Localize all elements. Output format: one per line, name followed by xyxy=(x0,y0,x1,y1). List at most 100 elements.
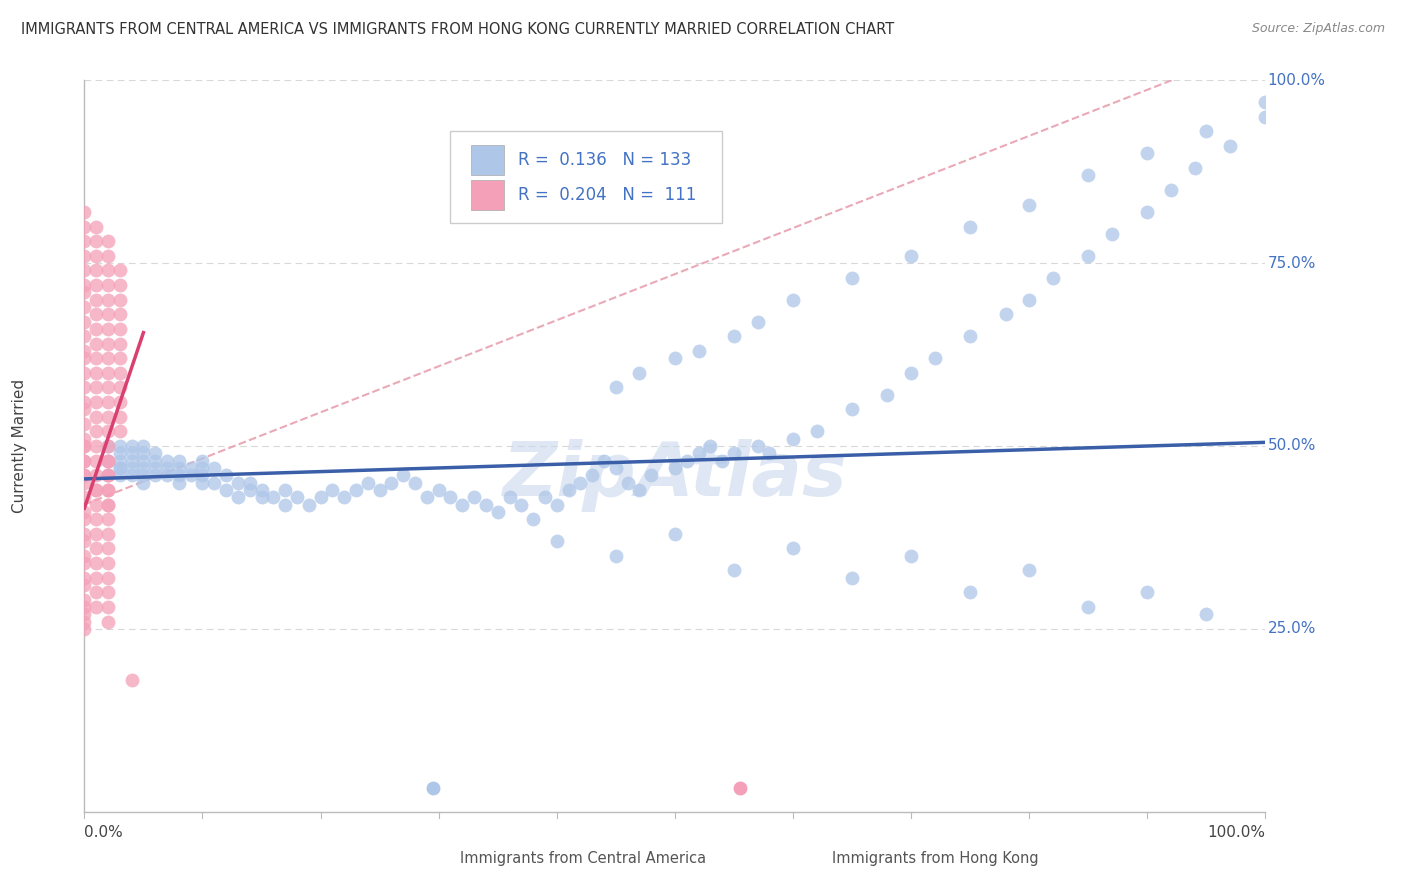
Point xyxy=(156,461,179,475)
Point xyxy=(1195,124,1218,138)
Point xyxy=(924,351,946,366)
Point xyxy=(486,505,509,519)
Point xyxy=(84,351,107,366)
Point xyxy=(73,278,96,293)
Point xyxy=(1195,607,1218,622)
Point xyxy=(628,366,651,380)
Point xyxy=(1254,110,1277,124)
Point xyxy=(97,395,120,409)
Point xyxy=(73,468,96,483)
Point xyxy=(1160,183,1182,197)
Point xyxy=(97,556,120,570)
Point xyxy=(108,409,131,424)
Point xyxy=(1077,249,1099,263)
Point xyxy=(250,483,273,497)
Point xyxy=(73,534,96,549)
Point xyxy=(143,453,166,467)
Text: 75.0%: 75.0% xyxy=(1268,256,1316,270)
Point xyxy=(180,468,202,483)
Point xyxy=(108,263,131,277)
Point xyxy=(84,483,107,497)
Text: 100.0%: 100.0% xyxy=(1208,825,1265,840)
Point xyxy=(392,468,415,483)
Point xyxy=(699,439,721,453)
Point xyxy=(73,607,96,622)
Point xyxy=(73,366,96,380)
Point xyxy=(84,380,107,394)
Point xyxy=(723,563,745,577)
Point xyxy=(84,249,107,263)
Point xyxy=(84,336,107,351)
Point xyxy=(557,483,579,497)
Point xyxy=(841,270,863,285)
FancyBboxPatch shape xyxy=(471,145,503,176)
Point xyxy=(900,366,922,380)
Point xyxy=(73,468,96,483)
Point xyxy=(262,490,284,504)
Point xyxy=(97,526,120,541)
Point xyxy=(121,439,143,453)
Point xyxy=(285,490,308,504)
Point xyxy=(132,475,155,490)
Point xyxy=(581,468,603,483)
Point xyxy=(73,234,96,248)
Point xyxy=(416,490,439,504)
Point xyxy=(97,541,120,556)
Point xyxy=(1101,227,1123,241)
Point xyxy=(616,475,638,490)
Point xyxy=(451,498,474,512)
Point xyxy=(73,453,96,467)
Point xyxy=(121,673,143,687)
Point xyxy=(73,219,96,234)
Point xyxy=(108,461,131,475)
Point xyxy=(1184,161,1206,175)
Point xyxy=(747,315,769,329)
Point xyxy=(97,439,120,453)
Point xyxy=(108,468,131,483)
Point xyxy=(97,453,120,467)
Point xyxy=(73,556,96,570)
Point xyxy=(1219,139,1241,153)
Point xyxy=(84,425,107,439)
Point xyxy=(73,571,96,585)
Point xyxy=(723,446,745,460)
Point xyxy=(84,293,107,307)
Point xyxy=(97,322,120,336)
Text: Immigrants from Central America: Immigrants from Central America xyxy=(460,851,707,865)
Point xyxy=(84,453,107,467)
Point xyxy=(806,425,828,439)
Point xyxy=(1136,146,1159,161)
Point xyxy=(84,322,107,336)
Point xyxy=(640,468,662,483)
Point xyxy=(73,300,96,314)
Point xyxy=(309,490,332,504)
Point xyxy=(593,453,616,467)
Point xyxy=(84,571,107,585)
Point xyxy=(97,468,120,483)
Point xyxy=(132,453,155,467)
Point xyxy=(368,483,391,497)
Point xyxy=(73,439,96,453)
Point xyxy=(97,249,120,263)
Point xyxy=(73,329,96,343)
Point xyxy=(1077,599,1099,614)
Point xyxy=(97,498,120,512)
Point xyxy=(191,468,214,483)
Point xyxy=(108,461,131,475)
Point xyxy=(84,219,107,234)
Text: R =  0.136   N = 133: R = 0.136 N = 133 xyxy=(517,151,692,169)
Point xyxy=(664,351,686,366)
Point xyxy=(1077,169,1099,183)
Point xyxy=(97,336,120,351)
Text: 100.0%: 100.0% xyxy=(1268,73,1326,87)
Point xyxy=(97,468,120,483)
Point xyxy=(357,475,380,490)
Point xyxy=(108,453,131,467)
Point xyxy=(73,549,96,563)
Point xyxy=(97,409,120,424)
Point xyxy=(510,498,533,512)
Point xyxy=(747,439,769,453)
Point xyxy=(97,366,120,380)
Point xyxy=(108,366,131,380)
Point xyxy=(108,307,131,321)
